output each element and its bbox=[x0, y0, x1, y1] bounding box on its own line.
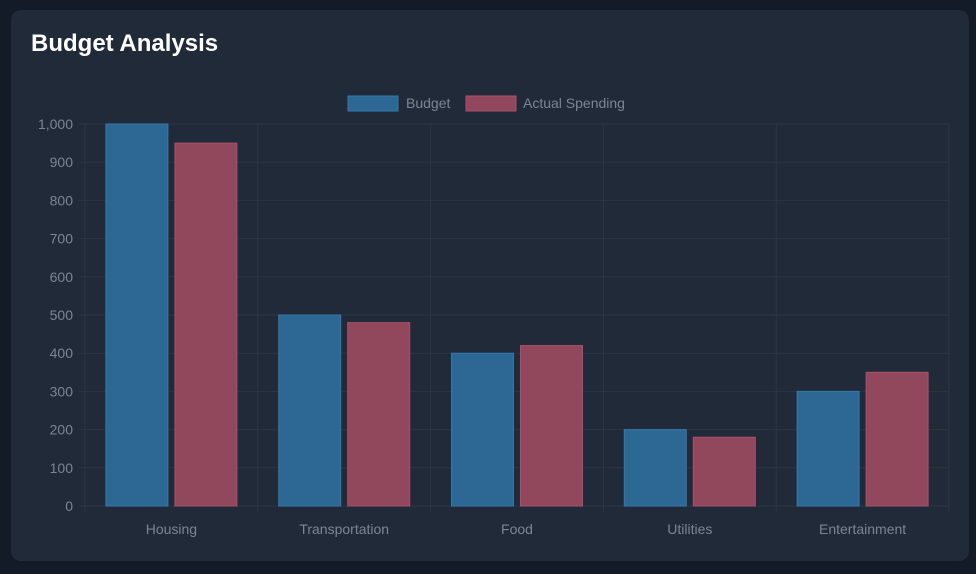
x-tick-label: Transportation bbox=[299, 521, 389, 537]
y-axis-ticks: 0 100 200 300 400 500 600 700 800 900 1,000 bbox=[38, 116, 73, 514]
x-axis-ticks: Housing Transportation Food Utilities Entert… bbox=[146, 521, 907, 537]
bar-actual-entertainment[interactable] bbox=[865, 371, 929, 507]
y-tick-label: 800 bbox=[50, 192, 74, 208]
legend-label-budget[interactable]: Budget bbox=[406, 95, 450, 111]
y-tick-label: 500 bbox=[50, 307, 74, 323]
x-tick-label: Entertainment bbox=[819, 521, 906, 537]
y-tick-label: 100 bbox=[50, 460, 74, 476]
bar-actual-food[interactable] bbox=[520, 345, 583, 507]
x-tick-label: Housing bbox=[146, 521, 197, 537]
y-tick-label: 300 bbox=[50, 383, 74, 399]
x-tick-label: Utilities bbox=[667, 521, 712, 537]
budget-analysis-card: Budget Analysis 0 100 200 300 400 500 600 700 80… bbox=[11, 10, 969, 561]
bar-actual-transportation[interactable] bbox=[347, 322, 411, 507]
budget-bar-chart: 0 100 200 300 400 500 600 700 800 900 1,000 Housin… bbox=[38, 95, 950, 537]
legend-swatch-budget[interactable] bbox=[347, 95, 399, 112]
x-tick-label: Food bbox=[501, 521, 533, 537]
y-tick-label: 900 bbox=[50, 154, 74, 170]
y-tick-label: 700 bbox=[50, 231, 74, 247]
bars bbox=[105, 123, 929, 507]
bar-actual-housing[interactable] bbox=[174, 142, 238, 507]
legend: Budget Actual Spending bbox=[347, 95, 625, 112]
bar-budget-utilities[interactable] bbox=[623, 429, 687, 507]
bar-budget-transportation[interactable] bbox=[278, 314, 342, 507]
y-tick-label: 400 bbox=[50, 345, 74, 361]
bar-budget-housing[interactable] bbox=[105, 123, 169, 507]
card-title: Budget Analysis bbox=[31, 30, 219, 57]
y-tick-label: 1,000 bbox=[38, 116, 73, 132]
y-tick-label: 600 bbox=[50, 269, 74, 285]
legend-swatch-actual[interactable] bbox=[465, 95, 517, 112]
y-tick-label: 200 bbox=[50, 422, 74, 438]
bar-actual-utilities[interactable] bbox=[692, 436, 756, 507]
bar-budget-food[interactable] bbox=[451, 352, 514, 507]
bar-budget-entertainment[interactable] bbox=[796, 390, 860, 507]
y-tick-label: 0 bbox=[65, 498, 73, 514]
legend-label-actual[interactable]: Actual Spending bbox=[523, 95, 625, 111]
